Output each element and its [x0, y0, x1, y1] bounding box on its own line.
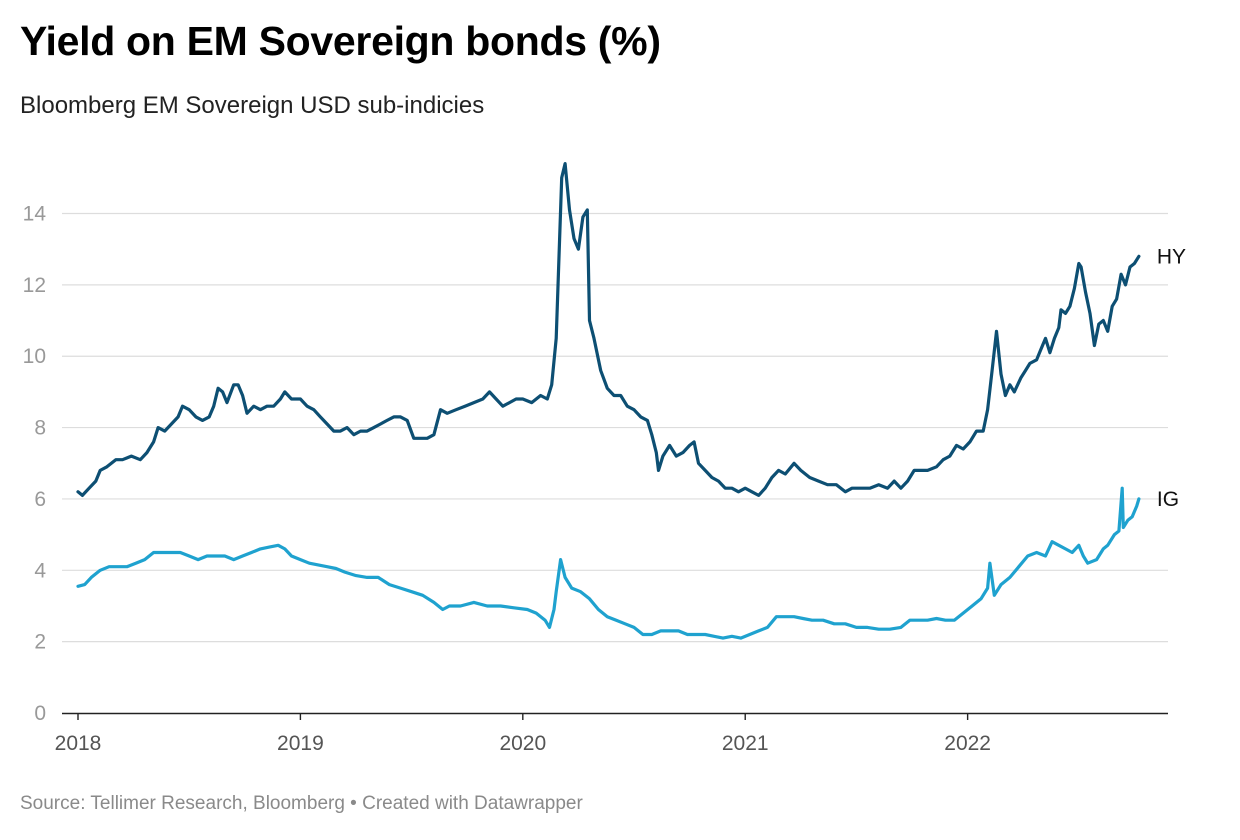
x-tick-label: 2022 — [944, 732, 991, 755]
chart-subtitle: Bloomberg EM Sovereign USD sub-indicies — [20, 92, 485, 119]
y-axis-ticks: 0 2 4 6 8 10 12 14 — [23, 203, 47, 725]
series-label-hy: HY — [1157, 245, 1186, 268]
gridlines — [62, 212, 1168, 643]
y-tick-label: 10 — [23, 345, 46, 368]
x-tick-label: 2019 — [277, 732, 324, 755]
series-line-ig — [76, 486, 1141, 640]
y-tick-label: 6 — [34, 488, 46, 511]
chart-source-note: Source: Tellimer Research, Bloomberg • C… — [20, 793, 583, 814]
y-tick-label: 0 — [34, 702, 46, 725]
y-tick-label: 2 — [34, 631, 46, 654]
x-axis: 2018 2019 2020 2021 2022 — [55, 712, 1168, 755]
chart-title: Yield on EM Sovereign bonds (%) — [20, 18, 661, 64]
x-tick-label: 2021 — [722, 732, 769, 755]
x-tick-label: 2020 — [499, 732, 546, 755]
y-tick-label: 4 — [34, 559, 46, 582]
x-tick-label: 2018 — [55, 732, 102, 755]
y-tick-label: 12 — [23, 274, 46, 297]
series-labels: HY IG — [1157, 245, 1186, 511]
series-line-hy — [76, 162, 1141, 497]
y-tick-label: 8 — [34, 417, 46, 440]
series-label-ig: IG — [1157, 488, 1179, 511]
series-lines — [76, 162, 1141, 640]
y-tick-label: 14 — [23, 203, 47, 226]
